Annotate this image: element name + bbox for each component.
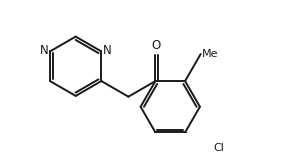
Text: Me: Me <box>202 49 218 59</box>
Text: Cl: Cl <box>213 143 224 152</box>
Text: N: N <box>40 44 49 57</box>
Text: N: N <box>102 44 111 57</box>
Text: O: O <box>152 40 161 52</box>
